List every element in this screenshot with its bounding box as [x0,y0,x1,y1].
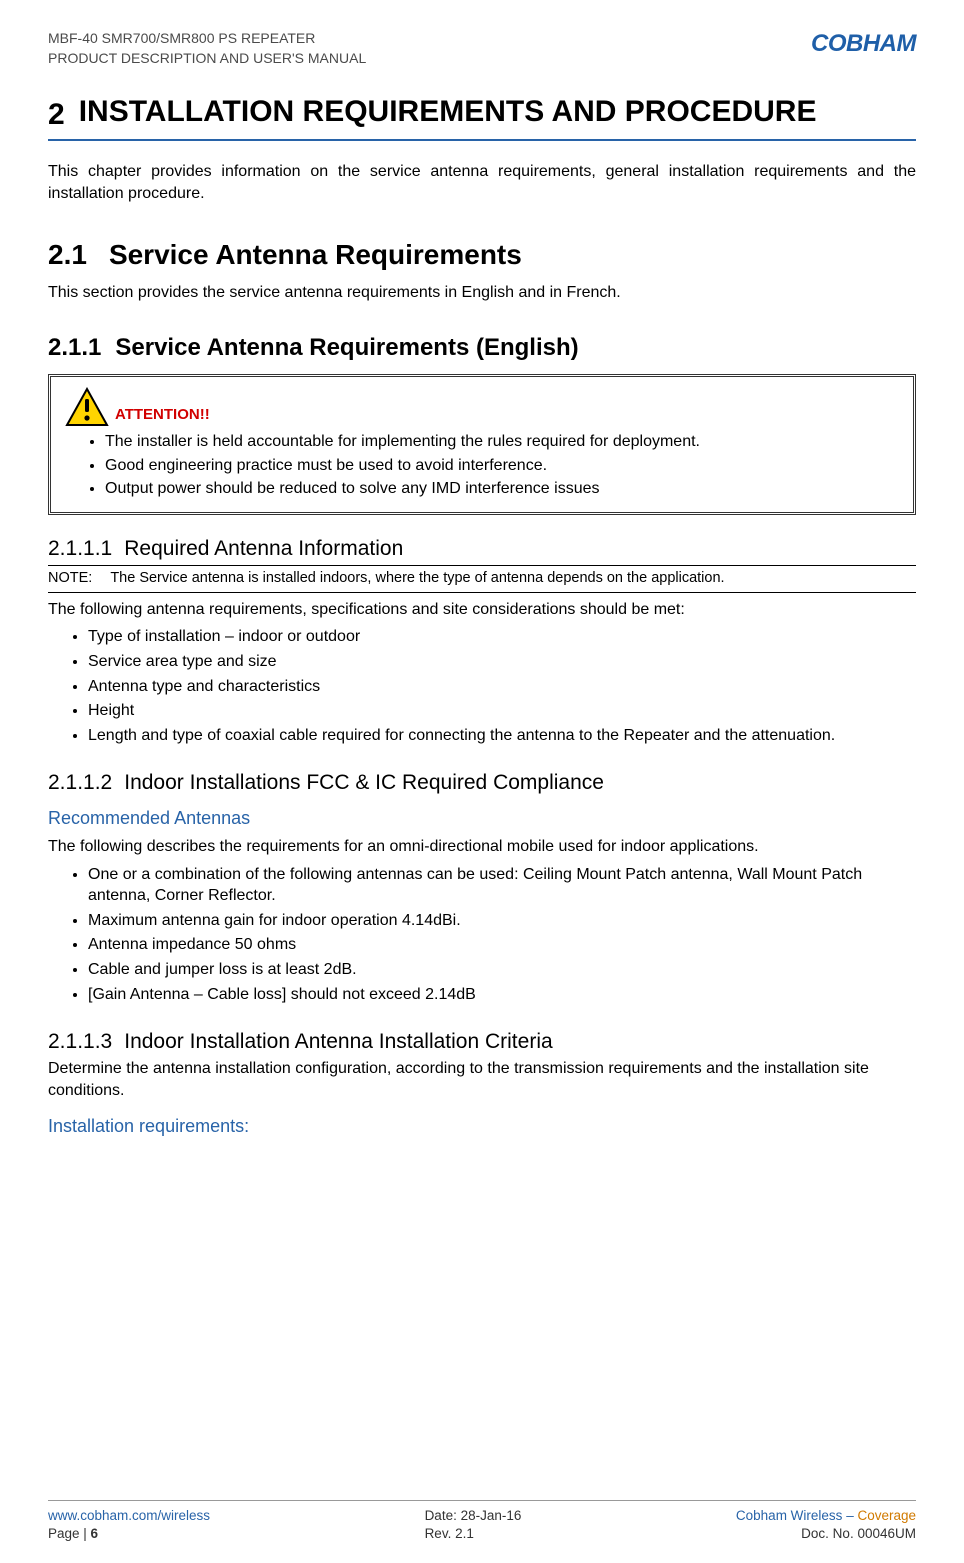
footer-date-label: Date: [425,1508,461,1523]
list-item: Maximum antenna gain for indoor operatio… [88,910,916,932]
h2-number: 2.1 [48,236,87,274]
h4-title: Indoor Installation Antenna Installation… [124,1028,552,1056]
list-item: Height [88,700,916,722]
h1-number: 2 [48,95,65,136]
footer-brand: Cobham Wireless [736,1508,843,1523]
h4-title: Indoor Installations FCC & IC Required C… [124,769,604,797]
list-item: Type of installation – indoor or outdoor [88,626,916,648]
h4-number: 2.1.1.1 [48,535,112,563]
h4-number: 2.1.1.3 [48,1028,112,1056]
sec-2112-lead: The following describes the requirements… [48,836,916,858]
attention-item: The installer is held accountable for im… [105,431,899,453]
header-product-lines: MBF-40 SMR700/SMR800 PS REPEATER PRODUCT… [48,28,366,69]
sec-2112-list: One or a combination of the following an… [48,864,916,1009]
footer-page: Page | 6 [48,1525,210,1543]
footer-dash: – [842,1508,857,1523]
sec-2111-list: Type of installation – indoor or outdoor… [48,626,916,749]
attention-label: ATTENTION!! [115,405,210,427]
footer-brand-line: Cobham Wireless – Coverage [736,1507,916,1525]
page-header: MBF-40 SMR700/SMR800 PS REPEATER PRODUCT… [48,28,916,69]
sec-2111-lead: The following antenna requirements, spec… [48,599,916,621]
list-item: Length and type of coaxial cable require… [88,725,916,747]
sec-2113-lead: Determine the antenna installation confi… [48,1058,916,1101]
header-line1: MBF-40 SMR700/SMR800 PS REPEATER [48,28,366,48]
footer-page-label: Page | [48,1526,91,1541]
list-item: Antenna impedance 50 ohms [88,934,916,956]
list-item: One or a combination of the following an… [88,864,916,907]
warning-triangle-icon [65,387,109,427]
h2-title: Service Antenna Requirements [109,236,522,274]
h4-heading-2111: 2.1.1.1 Required Antenna Information [48,535,916,563]
h1-title: INSTALLATION REQUIREMENTS AND PROCEDURE [79,95,817,130]
footer-rev: Rev. 2.1 [425,1525,522,1543]
h3-heading: 2.1.1 Service Antenna Requirements (Engl… [48,332,916,364]
attention-item: Output power should be reduced to solve … [105,478,899,500]
h3-title: Service Antenna Requirements (English) [115,332,578,364]
h4-title: Required Antenna Information [124,535,403,563]
chapter-intro: This chapter provides information on the… [48,161,916,204]
h2-subtext: This section provides the service antenn… [48,282,916,304]
h1-underline-rule [48,139,916,141]
h1-heading: 2 INSTALLATION REQUIREMENTS AND PROCEDUR… [48,95,916,136]
attention-header-row: ATTENTION!! [65,387,899,427]
footer-rev-value: 2.1 [455,1526,474,1541]
note-text: The Service antenna is installed indoors… [110,569,724,589]
footer-rev-label: Rev. [425,1526,456,1541]
page-footer: www.cobham.com/wireless Page | 6 Date: 2… [48,1500,916,1543]
note-box: NOTE: The Service antenna is installed i… [48,565,916,593]
list-item: Antenna type and characteristics [88,676,916,698]
h4-heading-2113: 2.1.1.3 Indoor Installation Antenna Inst… [48,1028,916,1056]
footer-doc: Doc. No. 00046UM [736,1525,916,1543]
footer-date: Date: 28-Jan-16 [425,1507,522,1525]
footer-right: Cobham Wireless – Coverage Doc. No. 0004… [736,1507,916,1543]
installation-requirements-subhead: Installation requirements: [48,1114,916,1138]
note-label: NOTE: [48,569,92,589]
header-line2: PRODUCT DESCRIPTION AND USER'S MANUAL [48,48,366,68]
list-item: [Gain Antenna – Cable loss] should not e… [88,984,916,1006]
footer-page-num: 6 [91,1526,99,1541]
attention-box: ATTENTION!! The installer is held accoun… [48,374,916,515]
h4-heading-2112: 2.1.1.2 Indoor Installations FCC & IC Re… [48,769,916,797]
recommended-antennas-subhead: Recommended Antennas [48,806,916,830]
attention-item: Good engineering practice must be used t… [105,455,899,477]
footer-left: www.cobham.com/wireless Page | 6 [48,1507,210,1543]
footer-url: www.cobham.com/wireless [48,1507,210,1525]
footer-date-value: 28-Jan-16 [461,1508,522,1523]
attention-list: The installer is held accountable for im… [65,431,899,500]
h3-number: 2.1.1 [48,332,101,364]
footer-coverage: Coverage [857,1508,916,1523]
footer-middle: Date: 28-Jan-16 Rev. 2.1 [425,1507,522,1543]
footer-doc-label: Doc. No. [801,1526,857,1541]
list-item: Cable and jumper loss is at least 2dB. [88,959,916,981]
h4-number: 2.1.1.2 [48,769,112,797]
h2-heading: 2.1 Service Antenna Requirements [48,236,916,274]
cobham-logo: COBHAM [811,28,916,60]
footer-doc-value: 00046UM [857,1526,916,1541]
list-item: Service area type and size [88,651,916,673]
